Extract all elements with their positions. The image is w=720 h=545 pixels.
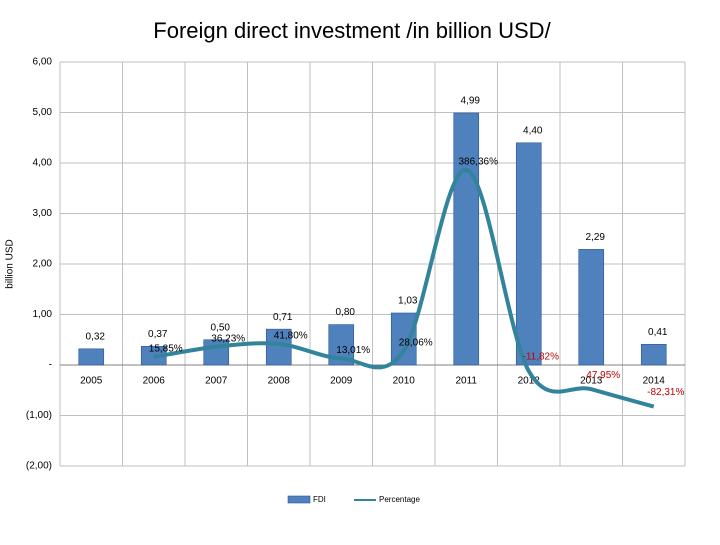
y-tick-label: 6,00: [33, 57, 53, 68]
line-value-label: 41,80%: [274, 331, 308, 342]
y-tick-label: 3,00: [33, 208, 53, 219]
bar-value-label: 2,29: [586, 232, 606, 243]
bar-value-label: 0,50: [211, 322, 231, 333]
x-tick-label: 2005: [80, 376, 103, 387]
x-tick-label: 2012: [518, 376, 541, 387]
line-value-label: 13,01%: [336, 345, 370, 356]
line-value-label: 15,85%: [149, 344, 183, 355]
bar-value-label: 0,41: [648, 327, 668, 338]
bar-value-label: 4,99: [461, 96, 481, 107]
line-value-label: 28,06%: [399, 337, 433, 348]
y-tick-label: (2,00): [26, 461, 52, 472]
bar-value-label: 0,37: [148, 329, 168, 340]
bar: [515, 142, 542, 366]
y-tick-label: 2,00: [33, 259, 53, 270]
chart-title: Foreign direct investment /in billion US…: [153, 18, 551, 43]
line-value-label: 36,23%: [211, 333, 245, 344]
bar-value-label: 0,32: [86, 331, 106, 342]
y-tick-label: -: [49, 360, 52, 371]
bar: [453, 112, 480, 366]
line-value-label: -11,82%: [522, 352, 559, 363]
bar: [640, 343, 667, 366]
x-tick-label: 2008: [268, 376, 291, 387]
y-tick-label: 4,00: [33, 158, 53, 169]
bar-value-label: 4,40: [523, 125, 543, 136]
legend-swatch: [287, 495, 311, 504]
y-tick-label: 1,00: [33, 309, 53, 320]
bar: [390, 312, 417, 366]
line-series: [153, 167, 655, 409]
legend-label: Percentage: [379, 495, 420, 504]
x-tick-label: 2007: [205, 376, 228, 387]
bar: [78, 348, 105, 366]
x-tick-label: 2009: [330, 376, 353, 387]
x-tick-label: 2011: [455, 376, 477, 387]
x-tick-label: 2013: [580, 376, 603, 387]
bar: [578, 249, 605, 366]
y-tick-label: 5,00: [33, 107, 53, 118]
legend-label: FDI: [313, 495, 326, 504]
x-tick-label: 2010: [393, 376, 416, 387]
line-value-label: 386,36%: [459, 157, 499, 168]
y-axis-label: billion USD: [5, 239, 16, 288]
bar-value-label: 1,03: [398, 296, 418, 307]
x-tick-label: 2006: [143, 376, 166, 387]
bar-value-label: 0,80: [336, 307, 356, 318]
line-value-label: -82,31%: [647, 387, 684, 398]
bar-value-label: 0,71: [273, 312, 293, 323]
line-value-label: 47,95%: [586, 370, 620, 381]
y-tick-label: (1,00): [26, 410, 52, 421]
x-tick-label: 2014: [643, 376, 666, 387]
